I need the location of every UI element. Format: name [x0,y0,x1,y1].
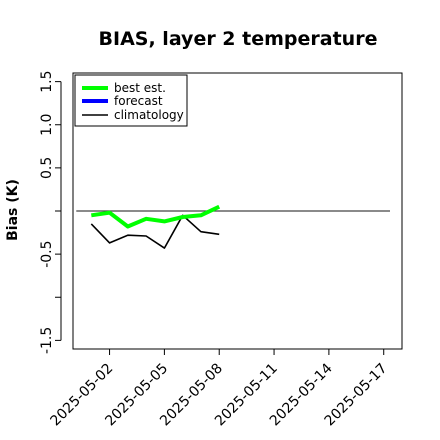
y-tick-label: 1.0 [39,114,55,136]
chart-title: BIAS, layer 2 temperature [99,28,378,50]
y-tick-label: 1.5 [39,70,55,92]
series-line-climatology [90,214,220,249]
y-tick-label: -1.5 [39,327,55,354]
y-tick-label: -0.5 [39,240,55,267]
series-line-best-est [91,204,221,229]
y-tick-label: 0.5 [39,157,55,179]
y-axis-label: Bias (K) [5,179,21,241]
legend-label-climatology: climatology [114,108,184,122]
legend-label-best-est: best est. [114,81,166,95]
legend-label-forecast: forecast [114,94,163,108]
legend: best est. forecast climatology [74,74,188,127]
